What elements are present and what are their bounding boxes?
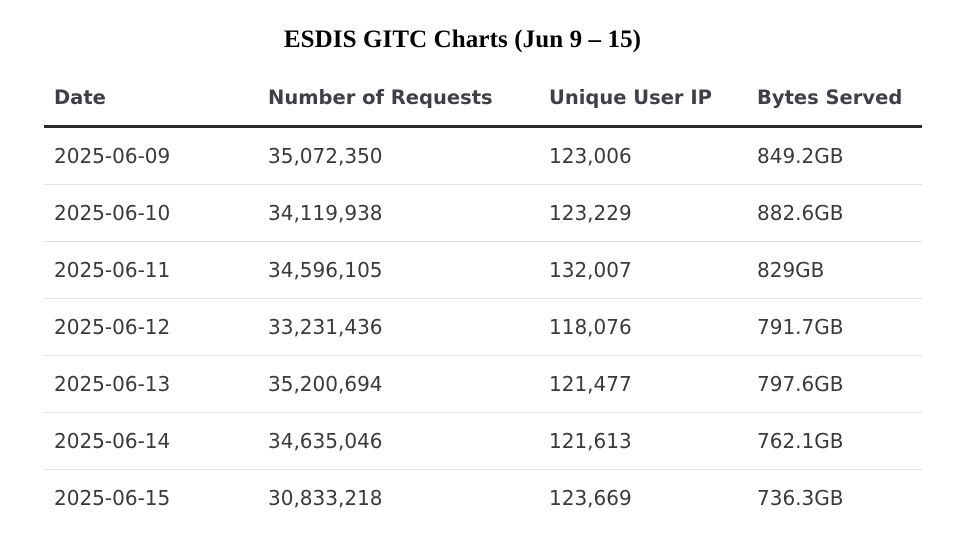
- cell-requests: 34,119,938: [258, 184, 539, 242]
- table-row: 2025-06-15 30,833,218 123,669 736.3GB: [44, 470, 922, 527]
- cell-unique-ip: 132,007: [539, 241, 747, 299]
- table-row: 2025-06-14 34,635,046 121,613 762.1GB: [44, 412, 922, 470]
- cell-unique-ip: 121,613: [539, 412, 747, 470]
- cell-date: 2025-06-09: [44, 126, 258, 185]
- cell-bytes: 829GB: [747, 241, 922, 299]
- table-row: 2025-06-12 33,231,436 118,076 791.7GB: [44, 298, 922, 356]
- cell-bytes: 797.6GB: [747, 355, 922, 413]
- cell-requests: 30,833,218: [268, 486, 383, 510]
- cell-date: 2025-06-12: [44, 298, 258, 356]
- column-header-date: Date: [44, 70, 258, 128]
- column-header-unique-user-ip: Unique User IP: [539, 70, 747, 128]
- cell-bytes: 882.6GB: [747, 184, 922, 242]
- cell-requests: 35,200,694: [258, 355, 539, 413]
- cell-unique-ip: 123,006: [539, 126, 747, 185]
- cell-date: 2025-06-14: [44, 412, 258, 470]
- header-row: Date Number of Requests Unique User IP B…: [44, 70, 922, 128]
- cell-unique-ip: 118,076: [539, 298, 747, 356]
- cell-requests: 34,596,105: [258, 241, 539, 299]
- table-row: 2025-06-11 34,596,105 132,007 829GB: [44, 241, 922, 299]
- chart-title: ESDIS GITC Charts (Jun 9 – 15): [283, 26, 642, 53]
- cell-unique-ip: 123,669: [549, 486, 632, 510]
- cell-date: 2025-06-15: [54, 486, 171, 510]
- column-header-number-of-requests: Number of Requests: [258, 70, 539, 128]
- cell-date: 2025-06-11: [44, 241, 258, 299]
- cell-date: 2025-06-13: [44, 355, 258, 413]
- cell-unique-ip: 123,229: [539, 184, 747, 242]
- cell-bytes: 849.2GB: [747, 126, 922, 185]
- cell-requests: 34,635,046: [258, 412, 539, 470]
- cell-requests: 35,072,350: [258, 126, 539, 185]
- cell-date: 2025-06-10: [44, 184, 258, 242]
- gitc-stats-table: Date Number of Requests Unique User IP B…: [44, 70, 922, 526]
- cell-bytes: 762.1GB: [747, 412, 922, 470]
- cell-bytes: 791.7GB: [747, 298, 922, 356]
- cell-requests: 33,231,436: [258, 298, 539, 356]
- table-row: 2025-06-10 34,119,938 123,229 882.6GB: [44, 184, 922, 242]
- table-row: 2025-06-09 35,072,350 123,006 849.2GB: [44, 126, 922, 185]
- cell-bytes: 736.3GB: [757, 486, 844, 510]
- cell-unique-ip: 121,477: [539, 355, 747, 413]
- column-header-bytes-served: Bytes Served: [747, 70, 922, 128]
- table-row: 2025-06-13 35,200,694 121,477 797.6GB: [44, 355, 922, 413]
